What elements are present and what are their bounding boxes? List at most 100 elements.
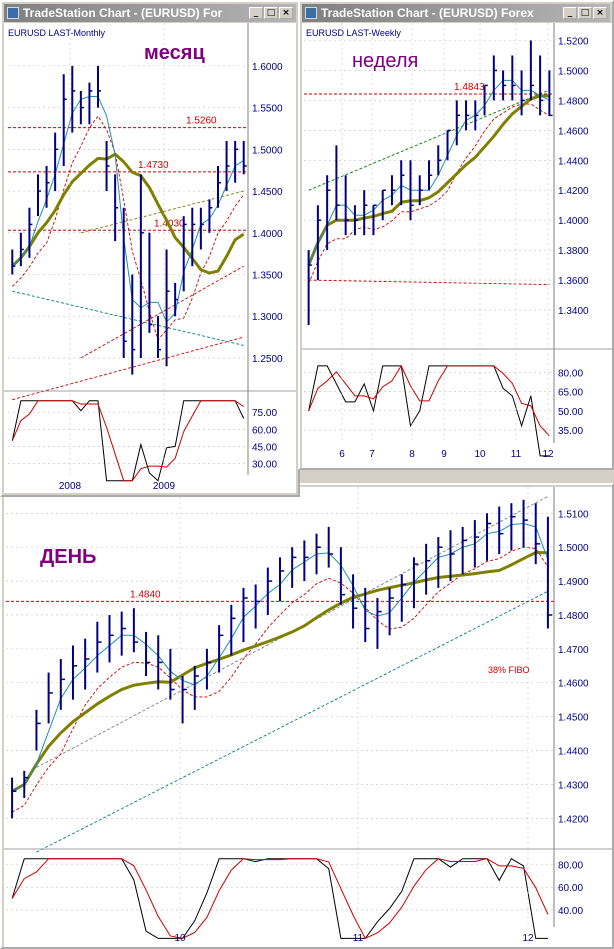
chart-label: неделя [352, 50, 418, 72]
close-button[interactable]: × [279, 7, 293, 19]
lower-band-line [11, 546, 549, 813]
close-button[interactable]: × [593, 7, 607, 19]
oscillator-d-line [308, 364, 550, 437]
lower-band-line [11, 115, 245, 341]
trend-line [36, 590, 549, 853]
level-label: 1.4840 [130, 589, 161, 600]
y-tick-label: 1.6000 [252, 62, 283, 73]
y-tick-label: 1.5100 [558, 509, 589, 520]
y-tick-label: 1.5000 [558, 543, 589, 554]
lower-band-line [308, 103, 550, 284]
y-tick-label: 1.3000 [252, 312, 283, 323]
oscillator-tick-label: 60.00 [558, 883, 583, 894]
chart-caption: EURUSD LAST-Monthly [8, 28, 106, 38]
x-tick-label: 10 [474, 449, 486, 460]
y-tick-label: 1.2500 [252, 354, 283, 365]
y-tick-label: 1.4400 [558, 156, 589, 167]
chart-caption: EURUSD LAST-Weekly [306, 28, 401, 38]
y-tick-label: 1.4200 [558, 814, 589, 825]
y-tick-label: 1.5500 [252, 104, 283, 115]
oscillator-tick-label: 35.00 [558, 426, 583, 437]
daily-plot-area[interactable]: 1.5100 1.5000 1.4900 1.4800 1.4700 1.4600 1.45… [4, 487, 612, 947]
chart-label: ДЕНЬ [40, 546, 96, 568]
oscillator-tick-label: 45.00 [252, 442, 277, 453]
oscillator-k-line [308, 365, 550, 457]
fast-ma-line [11, 95, 244, 323]
x-tick-label: 2008 [59, 481, 82, 492]
x-tick-label: 11 [511, 449, 522, 460]
trend-line [308, 279, 550, 286]
x-tick-label: 6 [339, 449, 345, 460]
y-tick-label: 1.5000 [558, 66, 589, 77]
x-tick-label: 11 [353, 933, 364, 944]
weekly-window-title: TradeStation Chart - (EURUSD) Forex [321, 6, 534, 20]
x-tick-label: 9 [441, 449, 447, 460]
monthly-window-title: TradeStation Chart - (EURUSD) For [23, 6, 223, 20]
tradestation-logo-icon [7, 7, 19, 19]
oscillator-d-line [11, 400, 244, 482]
weekly-chart-svg: EURUSD LAST-Weekly 1.5200 1.5000 1.4800 1.46… [302, 23, 612, 460]
oscillator-k-line [11, 400, 245, 482]
maximize-button[interactable]: □ [264, 7, 278, 19]
y-tick-label: 1.3500 [252, 271, 283, 282]
monthly-titlebar[interactable]: TradeStation Chart - (EURUSD) For _ □ × [4, 4, 296, 22]
y-tick-label: 1.4400 [558, 747, 589, 758]
trend-line [308, 89, 550, 191]
chart-label: месяц [144, 42, 205, 64]
y-tick-label: 1.5200 [558, 36, 589, 47]
y-tick-label: 1.4900 [558, 577, 589, 588]
x-tick-label: 10 [174, 933, 186, 944]
maximize-button[interactable]: □ [578, 7, 592, 19]
y-tick-label: 1.4500 [252, 187, 283, 198]
trend-line [12, 336, 244, 401]
monthly-chart-window[interactable]: TradeStation Chart - (EURUSD) For _ □ × EU… [0, 0, 300, 497]
y-tick-label: 1.5000 [252, 145, 283, 156]
x-tick-label: 2009 [153, 481, 176, 492]
y-tick-label: 1.4800 [558, 611, 589, 622]
monthly-plot-area[interactable]: EURUSD LAST-Monthly 1.6000 1.5500 1.5000 1.4… [4, 23, 296, 493]
daily-chart-window[interactable]: 1.5100 1.5000 1.4900 1.4800 1.4700 1.4600 1.45… [0, 483, 614, 949]
oscillator-k-line [11, 858, 548, 939]
oscillator-tick-label: 60.00 [252, 425, 277, 436]
oscillator-d-line [11, 858, 549, 940]
x-tick-label: 8 [409, 449, 415, 460]
y-tick-label: 1.4800 [558, 96, 589, 107]
y-tick-label: 1.4200 [558, 186, 589, 197]
trend-line [80, 190, 244, 234]
y-tick-label: 1.3600 [558, 276, 589, 287]
fibo-label: 38% FIBO [488, 665, 530, 675]
y-tick-label: 1.4700 [558, 645, 589, 656]
weekly-plot-area[interactable]: EURUSD LAST-Weekly 1.5200 1.5000 1.4800 1.46… [302, 23, 612, 468]
minimize-button[interactable]: _ [249, 7, 263, 19]
x-tick-label: 7 [369, 449, 375, 460]
y-tick-label: 1.4600 [558, 126, 589, 137]
oscillator-tick-label: 30.00 [252, 460, 277, 471]
level-label: 1.5260 [186, 116, 217, 127]
y-tick-label: 1.4000 [252, 229, 283, 240]
trend-line [12, 290, 244, 346]
x-tick-label: 12 [522, 933, 534, 944]
oscillator-tick-label: 80.00 [558, 368, 583, 379]
weekly-titlebar[interactable]: TradeStation Chart - (EURUSD) Forex _ □ × [302, 4, 610, 22]
y-tick-label: 1.3400 [558, 306, 589, 317]
y-tick-label: 1.3800 [558, 246, 589, 257]
level-label: 1.4843 [454, 82, 485, 93]
x-tick-label: 12 [542, 449, 554, 460]
slow-ma-line [11, 152, 245, 275]
tradestation-logo-icon [305, 7, 317, 19]
trend-line [80, 265, 244, 359]
monthly-chart-svg: EURUSD LAST-Monthly 1.6000 1.5500 1.5000 1.4… [4, 23, 296, 492]
oscillator-tick-label: 50.00 [558, 407, 583, 418]
oscillator-tick-label: 40.00 [558, 906, 583, 917]
y-tick-label: 1.4600 [558, 679, 589, 690]
minimize-button[interactable]: _ [563, 7, 577, 19]
y-tick-label: 1.4500 [558, 713, 589, 724]
oscillator-tick-label: 65.00 [558, 388, 583, 399]
weekly-chart-window[interactable]: TradeStation Chart - (EURUSD) Forex _ □ × … [298, 0, 614, 470]
oscillator-tick-label: 75.00 [252, 408, 277, 419]
slow-ma-line [11, 551, 548, 793]
y-tick-label: 1.4300 [558, 780, 589, 791]
level-label: 1.4730 [138, 160, 169, 171]
daily-chart-svg: 1.5100 1.5000 1.4900 1.4800 1.4700 1.4600 1.45… [4, 487, 612, 944]
oscillator-tick-label: 80.00 [558, 860, 583, 871]
